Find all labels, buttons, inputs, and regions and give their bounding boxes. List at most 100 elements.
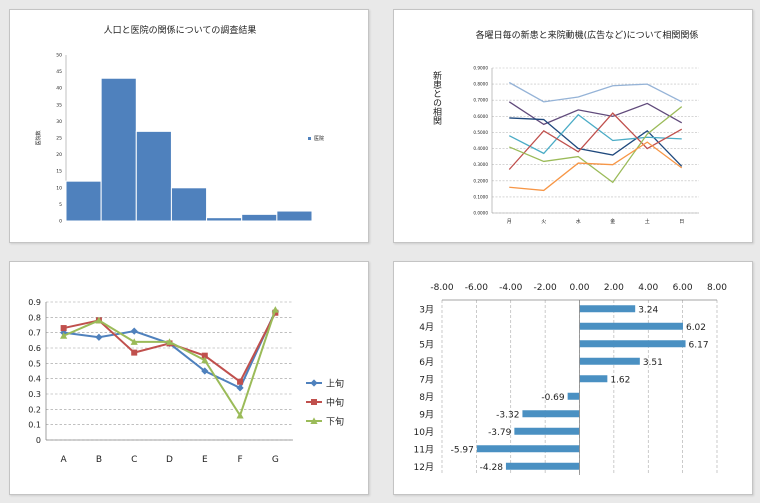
x-tick-label: 火 <box>541 219 546 225</box>
legend-label: 中旬 <box>326 397 344 409</box>
monthly-change-chart: -8.00 -6.00 -4.00 -2.00 0.00 2.00 4.00 6.00 8.00… <box>414 283 727 475</box>
value-label: 3.24 <box>638 305 658 315</box>
x-tick-label: B <box>96 455 102 465</box>
y-tick-label: 0.3000 <box>473 162 488 167</box>
value-label: -3.32 <box>496 410 519 420</box>
value-label: 6.17 <box>689 340 709 350</box>
y-tick-label: 0.9 <box>28 298 41 307</box>
y-tick-label: 0 <box>59 219 62 225</box>
data-point <box>271 306 279 313</box>
x-tick-label: 日 <box>679 219 684 225</box>
correlation-title: 各曜日毎の新患と来院動機(広告など)について相関関係 <box>476 29 699 41</box>
data-point <box>130 338 138 345</box>
x-tick-label: 2.00 <box>604 283 624 293</box>
y-tick-label: 50 <box>56 53 62 59</box>
y-tick-label: 0.0000 <box>473 211 488 216</box>
series-line <box>509 117 683 167</box>
data-point <box>60 325 67 332</box>
y-category-label: 4月 <box>419 322 434 333</box>
y-category-label: 12月 <box>414 462 434 473</box>
legend-label: 上旬 <box>326 378 344 390</box>
x-tick-label: 水 <box>576 218 581 225</box>
value-label: -0.69 <box>541 393 565 403</box>
series-line <box>508 101 683 126</box>
y-category-label: 6月 <box>419 357 434 368</box>
data-point <box>201 352 208 359</box>
data-point <box>130 327 138 335</box>
y-category-label: 5月 <box>419 339 434 350</box>
x-tick-label: -6.00 <box>465 283 489 293</box>
series-line <box>63 312 277 384</box>
y-tick-label: 0.9000 <box>473 66 488 71</box>
data-point <box>236 411 244 419</box>
y-tick-label: 10 <box>56 185 62 191</box>
histogram-legend-label: 医院 <box>314 135 324 142</box>
legend-marker <box>310 417 318 424</box>
x-tick-label: 金 <box>610 218 615 225</box>
x-tick-label: 土 <box>645 218 650 225</box>
value-label: 6.02 <box>686 323 706 333</box>
x-tick-label: D <box>166 455 173 465</box>
data-point <box>95 333 103 341</box>
y-tick-label: 20 <box>56 152 62 158</box>
y-tick-label: 45 <box>56 69 62 75</box>
x-tick-label: F <box>237 455 242 465</box>
histogram-legend-swatch <box>308 137 311 140</box>
x-tick-label: 6.00 <box>673 283 693 293</box>
y-tick-label: 35 <box>56 102 62 108</box>
value-label: -5.97 <box>451 445 474 455</box>
bar <box>276 210 313 222</box>
y-tick-label: 0.4000 <box>473 146 488 151</box>
data-point <box>60 332 68 339</box>
bar <box>135 130 172 222</box>
bar <box>579 357 640 365</box>
y-category-label: 9月 <box>419 409 434 420</box>
x-tick-label: -8.00 <box>430 283 454 293</box>
x-tick-label: 4.00 <box>638 283 658 293</box>
data-point <box>165 338 174 345</box>
y-tick-label: 0.3 <box>28 390 41 399</box>
value-label: -4.28 <box>480 463 504 473</box>
y-category-label: 3月 <box>419 304 434 315</box>
data-point <box>236 384 244 392</box>
x-tick-label: 0.00 <box>569 283 589 293</box>
legend-marker <box>311 399 317 405</box>
y-category-label: 7月 <box>419 374 434 385</box>
x-tick-label: E <box>202 455 208 465</box>
bar <box>170 187 208 222</box>
series-line <box>508 81 683 103</box>
bar <box>476 445 580 453</box>
y-tick-label: 0.5000 <box>473 130 488 135</box>
y-tick-label: 0.6000 <box>473 114 488 119</box>
y-tick-label: 0.8 <box>28 313 41 322</box>
y-tick-label: 5 <box>59 202 62 208</box>
y-tick-label: 0.6 <box>28 344 41 353</box>
value-label: -3.79 <box>488 428 512 438</box>
monthly-change-panel: -8.00 -6.00 -4.00 -2.00 0.00 2.00 4.00 6.00 8.00… <box>393 261 753 495</box>
x-tick-label: G <box>272 455 279 465</box>
y-tick-label: 40 <box>56 86 62 92</box>
data-point <box>237 378 244 385</box>
correlation-panel: 各曜日毎の新患と来院動機(広告など)について相関関係 新患との相関 0.0000… <box>393 9 753 243</box>
data-point <box>201 356 209 364</box>
bar <box>514 427 580 435</box>
y-tick-label: 0 <box>36 436 41 445</box>
series-line <box>508 112 683 170</box>
legend-label: 下旬 <box>326 416 344 428</box>
x-tick-label: -2.00 <box>533 283 557 293</box>
y-tick-label: 25 <box>56 136 62 142</box>
legend-marker <box>310 379 318 387</box>
y-tick-label: 0.2000 <box>473 178 488 183</box>
y-category-label: 11月 <box>414 444 434 455</box>
x-tick-label: C <box>131 455 137 465</box>
bar <box>241 213 278 222</box>
x-tick-label: -4.00 <box>499 283 523 293</box>
y-tick-label: 0.8000 <box>473 82 488 87</box>
bar <box>505 462 580 470</box>
data-point <box>201 367 209 375</box>
y-tick-label: 15 <box>56 169 62 175</box>
histogram-title: 人口と医院の関係についての調査結果 <box>104 24 257 36</box>
y-tick-label: 0.2 <box>28 405 41 414</box>
bar <box>567 392 580 400</box>
bar <box>65 180 102 222</box>
